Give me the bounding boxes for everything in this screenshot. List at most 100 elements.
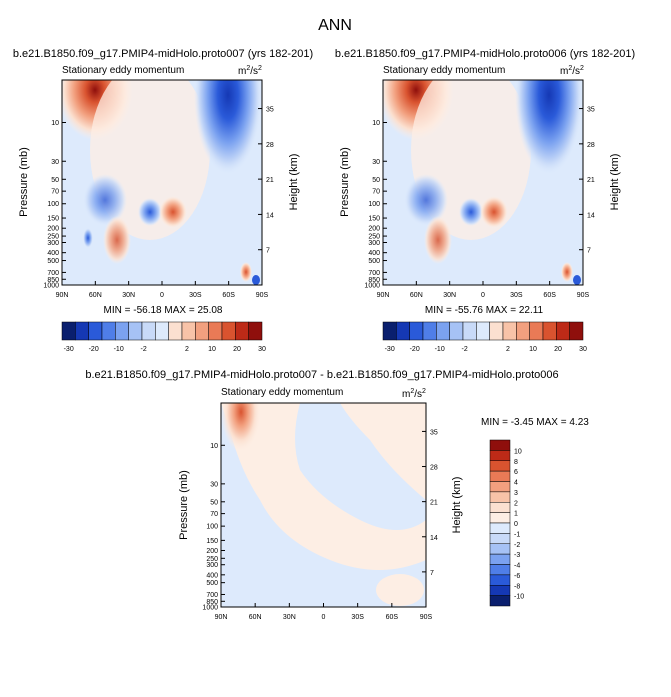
colorbar-diff-label: 3	[514, 490, 518, 497]
panel-diff-y-tick-label: 250	[206, 556, 218, 563]
panel-1-ylabel-right: Height (km)	[288, 154, 300, 211]
colorbar-swatch	[449, 321, 464, 341]
panel-diff-y-tick-label: 10	[210, 443, 218, 450]
colorbar-diff-swatch	[489, 522, 511, 534]
colorbar-diff-swatch	[489, 439, 511, 451]
colorbar-swatch	[569, 321, 584, 341]
panel-diff-y-tick-label: 200	[206, 548, 218, 555]
colorbar-swatch	[181, 321, 196, 341]
panel-1-title: b.e21.B1850.f09_g17.PMIP4-midHolo.proto0…	[13, 48, 313, 60]
colorbar-label: -10	[114, 346, 124, 353]
panel-1-y-tick-label: 500	[47, 258, 59, 265]
colorbar-diff-swatch	[489, 470, 511, 482]
colorbar-label: 10	[208, 346, 216, 353]
panel-2-y-tick-label: 400	[368, 250, 380, 257]
panel-diff-y-tick-label: 70	[210, 511, 218, 518]
colorbar-diff-label: -3	[514, 552, 520, 559]
panel-2-x-tick-label: 90N	[377, 292, 390, 299]
panel-2-neg-region-a	[515, 80, 583, 175]
colorbar-swatch	[436, 321, 450, 341]
panel-2-axes: 90N 60N 30N 0 30S 60S 90S103050701001502002503…	[364, 107, 594, 299]
colorbar-diff-label: -2	[514, 542, 520, 549]
panel-1-y-right-tick-label: 7	[266, 248, 270, 255]
colorbar-swatch	[61, 321, 76, 341]
panel-1-y-right-tick-label: 14	[266, 212, 274, 219]
panel-2-x-tick-label: 0	[481, 292, 485, 299]
panel-1-y-tick-label: 100	[47, 201, 59, 208]
panel-1: b.e21.B1850.f09_g17.PMIP4-midHolo.proto0…	[13, 48, 313, 316]
panel-1-pos-region-d	[240, 262, 252, 282]
panel-1-x-tick-label: 60N	[89, 292, 102, 299]
panel-diff-y-tick-label: 150	[206, 538, 218, 545]
panel-1-x-tick-label: 30S	[189, 292, 202, 299]
colorbar-label: 10	[529, 346, 537, 353]
panel-2-y-tick-label: 250	[368, 234, 380, 241]
panel-diff-x-tick-label: 60S	[386, 614, 399, 621]
panel-2-neg-region-e	[573, 275, 581, 285]
panel-1-y-tick-label: 400	[47, 250, 59, 257]
panel-1-x-tick-label: 90S	[256, 292, 269, 299]
panel-1-ylabel: Pressure (mb)	[18, 147, 30, 217]
colorbar-swatch	[502, 321, 517, 341]
panel-2-y-tick-label: 10	[372, 120, 380, 127]
colorbar-swatch	[75, 321, 89, 341]
panel-1-neg-region-a	[194, 80, 262, 175]
colorbar-label: -30	[385, 346, 395, 353]
colorbar-swatch	[409, 321, 424, 341]
colorbar-label: 20	[554, 346, 562, 353]
panel-1-y-tick-label: 70	[51, 189, 59, 196]
axes-group: 90N 60N 30N 0 30S 60S 90S103050701001502002503…	[43, 107, 594, 621]
colorbar-diff-swatch	[489, 564, 511, 576]
panel-2-neg-region-b	[404, 174, 448, 226]
panel-diff-x-tick-label: 90N	[215, 614, 228, 621]
panel-2-y-tick-label: 300	[368, 240, 380, 247]
panel-2-y-right-tick-label: 28	[587, 142, 595, 149]
colorbar-diff-swatch	[489, 543, 511, 555]
colorbar-swatch	[422, 321, 437, 341]
colorbar-diff-label: -8	[514, 583, 520, 590]
colorbar-label: -20	[89, 346, 99, 353]
panel-diff-y-right-tick-label: 35	[430, 429, 438, 436]
panel-1-stats: MIN = -56.18 MAX = 25.08	[104, 305, 223, 316]
panel-2-ylabel-right: Height (km)	[609, 154, 621, 211]
panel-2-y-tick-label: 200	[368, 226, 380, 233]
colorbar-diff-swatch	[489, 512, 511, 524]
colorbar-label: 30	[579, 346, 587, 353]
panel-2-y-right-tick-label: 7	[587, 248, 591, 255]
panel-2-x-tick-label: 60N	[410, 292, 423, 299]
panel-1-x-tick-label: 60S	[222, 292, 235, 299]
panel-diff-y-right-tick-label: 21	[430, 500, 438, 507]
colorbar-diff-label: -6	[514, 573, 520, 580]
panel-diff-x-tick-label: 0	[322, 614, 326, 621]
colorbar-swatch	[248, 321, 263, 341]
panel-2-y-tick-label: 100	[368, 201, 380, 208]
panel-1-x-tick-label: 90N	[56, 292, 69, 299]
colorbar-diff-label: -4	[514, 563, 520, 570]
colorbar-diff-label: -10	[514, 594, 524, 601]
panel-diff-y-right-tick-label: 28	[430, 465, 438, 472]
panel-diff-units: m2/s2	[402, 388, 426, 400]
panel-2-pos-region-c	[424, 216, 452, 264]
panel-1-pos-region-b	[159, 196, 187, 228]
panel-2-x-tick-label: 30S	[510, 292, 523, 299]
panel-2-title: b.e21.B1850.f09_g17.PMIP4-midHolo.proto0…	[335, 48, 635, 60]
panel-1-plot-area	[62, 80, 262, 285]
colorbar-swatch	[542, 321, 557, 341]
panel-diff-y-tick-label: 30	[210, 481, 218, 488]
colorbar-swatch	[128, 321, 143, 341]
colorbar-diff-label: 6	[514, 469, 518, 476]
panel-2-units: m2/s2	[560, 65, 584, 77]
panel-diff-pos-band-2	[340, 403, 426, 500]
panel-2: b.e21.B1850.f09_g17.PMIP4-midHolo.proto0…	[335, 48, 635, 316]
colorbar-diff-swatch	[489, 595, 511, 607]
panel-2-plot-area	[383, 80, 583, 285]
colorbar-label: 30	[258, 346, 266, 353]
panel-diff-title: b.e21.B1850.f09_g17.PMIP4-midHolo.proto0…	[85, 369, 558, 381]
colorbar-label: -30	[64, 346, 74, 353]
panel-1-y-tick-label: 150	[47, 216, 59, 223]
panel-1-y-tick-label: 10	[51, 120, 59, 127]
panel-diff-x-tick-label: 30S	[351, 614, 364, 621]
panel-1-neg-region-d	[83, 228, 93, 248]
colorbar-swatch	[382, 321, 397, 341]
